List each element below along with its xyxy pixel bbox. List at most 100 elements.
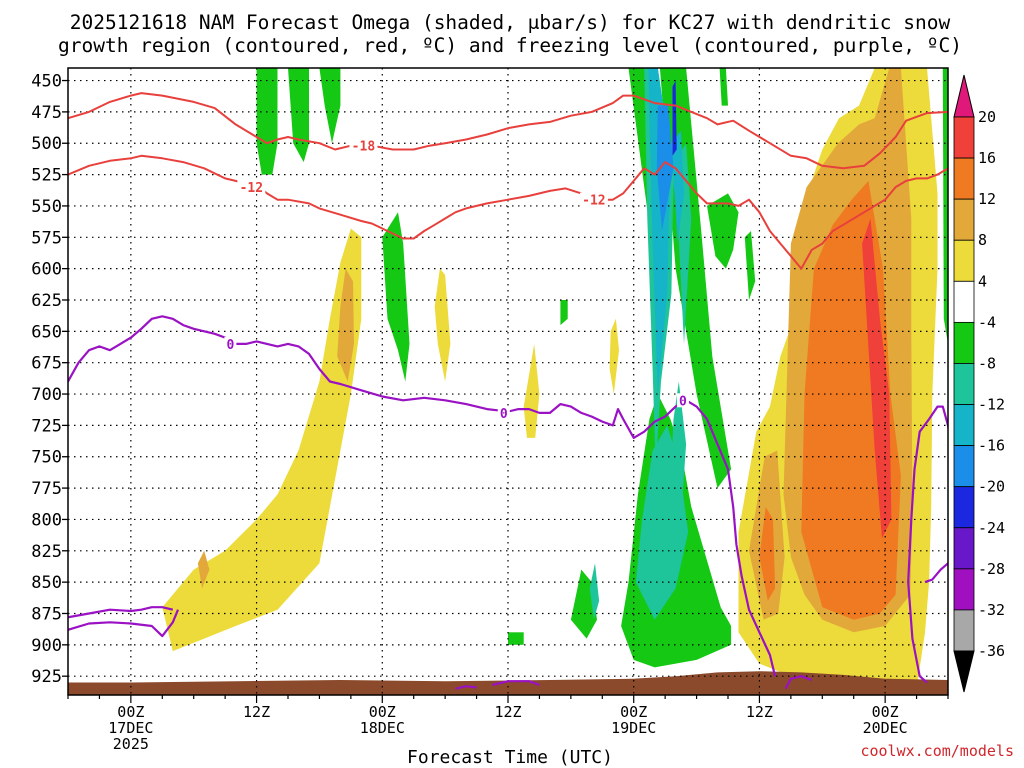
x-tick-label-2-1: 18DEC [360, 719, 405, 737]
x-axis-label: Forecast Time (UTC) [407, 747, 613, 768]
fz-label-0b: 0 [500, 407, 508, 422]
x-tick-label-4-0: 00Z [620, 703, 647, 721]
watermark: coolwx.com/models [860, 742, 1014, 760]
chart-title-line1: 2025121618 NAM Forecast Omega (shaded, μ… [70, 11, 951, 34]
x-tick-label-4-1: 19DEC [611, 719, 656, 737]
colorbar-bin-4 [953, 280, 975, 323]
omega-region-0 [162, 228, 362, 652]
freezing-contour-6 [455, 685, 477, 690]
colorbar-bin-9 [953, 486, 975, 529]
fz-label-0b-bg [497, 405, 510, 420]
colorbar-label-6: -8 [978, 354, 996, 372]
omega-region-16 [707, 193, 739, 269]
fz-label-0a-bg [224, 336, 237, 351]
dgz-contour-0 [68, 92, 948, 170]
omega-region-32 [759, 506, 776, 601]
y-tick-label-19: 925 [31, 667, 62, 687]
fz-label-0c-bg [676, 393, 689, 408]
colorbar-label-13: -36 [978, 642, 1005, 660]
omega-region-1 [337, 268, 354, 382]
x-tick-label-0-0: 00Z [117, 703, 144, 721]
colorbar-label-9: -20 [978, 478, 1005, 496]
colorbar-bottom-extend [953, 650, 975, 693]
omega-region-4 [523, 343, 540, 438]
omega-region-3 [434, 268, 451, 382]
y-tick-label-8: 650 [31, 322, 62, 342]
omega-region-24 [589, 563, 600, 620]
colorbar-label-4: 4 [978, 272, 987, 290]
omega-region-10 [560, 300, 568, 326]
chart-title-line2: growth region (contoured, red, ºC) and f… [58, 34, 962, 57]
y-tick-label-3: 525 [31, 166, 62, 186]
colorbar-label-7: -12 [978, 396, 1005, 414]
fz-label-0c: 0 [679, 394, 687, 409]
y-tick-label-15: 825 [31, 542, 62, 562]
colorbar-label-5: -4 [978, 313, 996, 331]
colorbar-bin-12 [953, 609, 975, 652]
x-tick-label-1-0: 12Z [243, 703, 270, 721]
colorbar-bin-5 [953, 321, 975, 364]
freezing-contour-4 [68, 609, 180, 638]
omega-region-13 [508, 632, 524, 645]
freezing-level-contours [68, 315, 948, 690]
omega-shading-layer [162, 68, 948, 689]
dgz-label-0a-bg [349, 138, 378, 153]
terrain-fill [68, 671, 948, 695]
omega-region-8 [319, 68, 341, 144]
grid-layer [68, 68, 948, 695]
omega-region-6 [256, 68, 278, 175]
y-tick-label-6: 600 [31, 260, 62, 280]
fz-label-0a: 0 [226, 338, 234, 353]
y-tick-label-9: 675 [31, 354, 62, 374]
colorbar-bin-1 [953, 157, 975, 200]
x-tick-label-2-0: 00Z [369, 703, 396, 721]
terrain-layer [68, 671, 948, 695]
y-tick-label-14: 800 [31, 510, 62, 530]
y-tick-label-16: 850 [31, 573, 62, 593]
colorbar-bin-0 [953, 116, 975, 159]
y-tick-label-13: 775 [31, 479, 62, 499]
freezing-contour-0 [68, 315, 777, 677]
colorbar-label-2: 12 [978, 190, 996, 208]
colorbar-bin-3 [953, 239, 975, 282]
x-tick-label-0-2: 2025 [113, 735, 149, 753]
dgz-label-1b: -12 [582, 194, 605, 209]
x-tick-label-5-0: 12Z [746, 703, 773, 721]
omega-region-18 [719, 68, 728, 106]
dgz-label-1a: -12 [240, 181, 263, 196]
y-tick-label-17: 875 [31, 604, 62, 624]
x-tick-label-0-1: 17DEC [108, 719, 153, 737]
colorbar: 20 16 12 8 4 -4 -8 -12 -16 -20 -24 -28 -32 -36 [953, 74, 1005, 693]
omega-region-5 [609, 318, 619, 394]
colorbar-bin-10 [953, 527, 975, 570]
dgz-label-0a: -18 [352, 140, 376, 155]
colorbar-bin-8 [953, 445, 975, 488]
y-tick-label-12: 750 [31, 448, 62, 468]
colorbar-label-3: 8 [978, 231, 987, 249]
omega-region-21 [669, 381, 687, 520]
omega-region-26 [671, 130, 684, 244]
colorbar-label-12: -32 [978, 601, 1005, 619]
y-tick-label-7: 625 [31, 291, 62, 311]
omega-region-27 [656, 105, 674, 231]
dgz-label-1a-bg [237, 180, 266, 195]
y-tick-label-2: 500 [31, 134, 62, 154]
x-tick-label-6-1: 20DEC [863, 719, 908, 737]
y-tick-label-1: 475 [31, 103, 62, 123]
colorbar-bin-6 [953, 363, 975, 405]
freezing-contour-7 [924, 562, 948, 584]
freezing-contour-1 [907, 405, 948, 684]
y-axis: 450 475 500 525 550 575 600 625 650 675 700 725 750 7… [31, 72, 68, 687]
y-tick-label-4: 550 [31, 197, 62, 217]
omega-region-34 [862, 218, 892, 539]
colorbar-label-0: 20 [978, 108, 996, 126]
y-tick-label-0: 450 [31, 72, 62, 92]
freezing-contour-5 [492, 680, 540, 687]
freezing-contour-3 [68, 606, 174, 619]
colorbar-label-11: -28 [978, 560, 1005, 578]
colorbar-label-8: -16 [978, 437, 1005, 455]
omega-region-9 [382, 212, 410, 382]
x-tick-label-3-0: 12Z [494, 703, 521, 721]
